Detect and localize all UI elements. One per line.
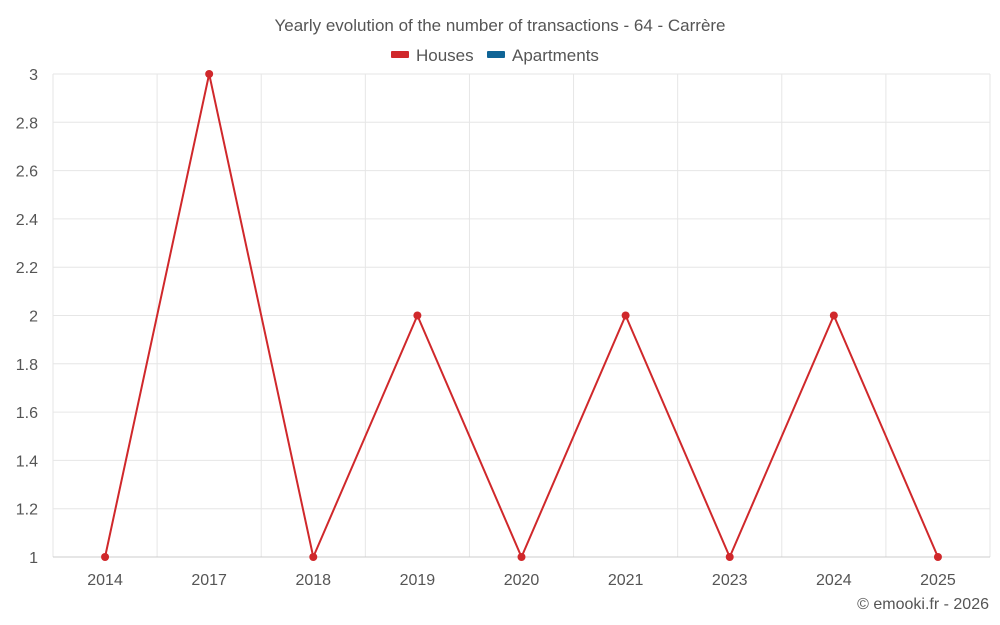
legend-swatch-houses bbox=[391, 51, 409, 58]
data-point-houses[interactable] bbox=[725, 553, 734, 561]
data-point-houses[interactable] bbox=[517, 553, 526, 561]
y-axis: 1 1.2 1.4 1.6 1.8 2 2.2 2.4 2.6 2.8 3 bbox=[16, 67, 38, 567]
y-tick-label: 3 bbox=[29, 67, 38, 84]
x-tick-label: 2019 bbox=[400, 572, 436, 589]
y-tick-label: 1.4 bbox=[16, 453, 38, 470]
x-tick-label: 2021 bbox=[608, 572, 644, 589]
y-tick-label: 2 bbox=[29, 309, 38, 326]
y-tick-label: 2.6 bbox=[16, 164, 38, 181]
chart-title: Yearly evolution of the number of transa… bbox=[274, 16, 725, 35]
y-tick-label: 1 bbox=[29, 550, 38, 567]
legend-item-apartments[interactable]: Apartments bbox=[487, 46, 599, 65]
x-axis: 2014 2017 2018 2019 2020 2021 2023 2024 2025 bbox=[53, 556, 990, 589]
data-point-houses[interactable] bbox=[413, 311, 422, 320]
legend-swatch-apartments bbox=[487, 51, 505, 58]
y-tick-label: 2.2 bbox=[16, 260, 38, 277]
y-tick-label: 1.6 bbox=[16, 405, 38, 422]
legend-label-houses: Houses bbox=[416, 46, 474, 65]
legend: Houses Apartments bbox=[391, 46, 599, 65]
x-tick-label: 2024 bbox=[816, 572, 852, 589]
x-tick-label: 2023 bbox=[712, 572, 748, 589]
y-tick-label: 2.8 bbox=[16, 115, 38, 132]
data-point-houses[interactable] bbox=[309, 553, 318, 561]
series bbox=[101, 70, 942, 561]
x-tick-label: 2020 bbox=[504, 572, 540, 589]
data-point-houses[interactable] bbox=[101, 553, 110, 561]
y-tick-label: 1.8 bbox=[16, 357, 38, 374]
y-tick-label: 1.2 bbox=[16, 502, 38, 519]
credit-text: © emooki.fr - 2026 bbox=[857, 596, 989, 613]
data-point-houses[interactable] bbox=[621, 311, 630, 320]
legend-label-apartments: Apartments bbox=[512, 46, 599, 65]
data-point-houses[interactable] bbox=[205, 70, 214, 78]
x-tick-label: 2018 bbox=[295, 572, 331, 589]
x-tick-label: 2025 bbox=[920, 572, 956, 589]
data-point-houses[interactable] bbox=[829, 311, 838, 320]
x-tick-label: 2014 bbox=[87, 572, 123, 589]
data-point-houses[interactable] bbox=[933, 553, 942, 561]
legend-item-houses[interactable]: Houses bbox=[391, 46, 474, 65]
y-tick-label: 2.4 bbox=[16, 212, 38, 229]
x-tick-label: 2017 bbox=[191, 572, 227, 589]
